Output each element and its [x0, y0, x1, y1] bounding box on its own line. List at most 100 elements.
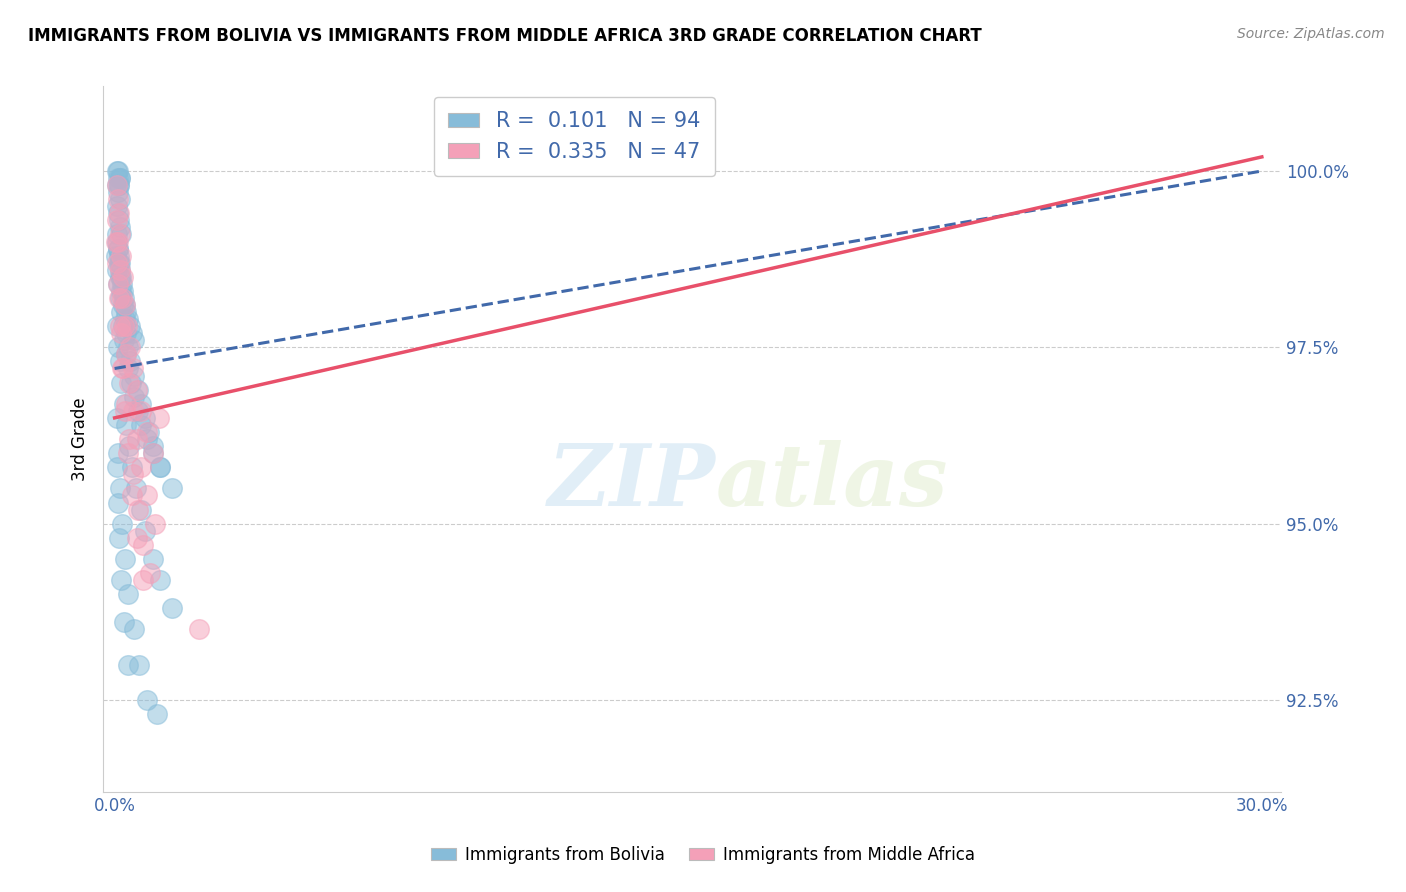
Point: [142, 446, 165, 460]
Point: [149, 460, 172, 475]
Point: [122, 368, 145, 383]
Point: [121, 488, 143, 502]
Point: [128, 657, 150, 672]
Point: [149, 573, 172, 587]
Point: [115, 319, 138, 334]
Point: [118, 432, 141, 446]
Point: [108, 249, 131, 263]
Point: [115, 417, 138, 432]
Point: [111, 298, 134, 312]
Point: [110, 249, 132, 263]
Point: [111, 269, 134, 284]
Point: [136, 425, 159, 439]
Point: [122, 333, 145, 347]
Point: [105, 249, 128, 263]
Point: [117, 587, 139, 601]
Point: [110, 269, 132, 284]
Point: [111, 516, 134, 531]
Point: [122, 467, 145, 482]
Point: [107, 235, 129, 249]
Point: [108, 256, 131, 270]
Point: [114, 298, 136, 312]
Point: [105, 178, 128, 193]
Point: [111, 277, 134, 291]
Point: [108, 227, 131, 242]
Text: IMMIGRANTS FROM BOLIVIA VS IMMIGRANTS FROM MIDDLE AFRICA 3RD GRADE CORRELATION C: IMMIGRANTS FROM BOLIVIA VS IMMIGRANTS FR…: [28, 27, 981, 45]
Point: [131, 417, 153, 432]
Point: [125, 531, 148, 545]
Point: [105, 410, 128, 425]
Point: [107, 277, 129, 291]
Point: [108, 291, 131, 305]
Point: [108, 354, 131, 368]
Point: [117, 340, 139, 354]
Point: [131, 404, 153, 418]
Point: [122, 390, 145, 404]
Point: [122, 623, 145, 637]
Point: [108, 531, 131, 545]
Point: [108, 171, 131, 186]
Point: [107, 206, 129, 220]
Point: [125, 482, 148, 496]
Point: [125, 383, 148, 397]
Point: [115, 347, 138, 361]
Point: [136, 432, 159, 446]
Legend: R =  0.101   N = 94, R =  0.335   N = 47: R = 0.101 N = 94, R = 0.335 N = 47: [433, 96, 716, 177]
Point: [108, 262, 131, 277]
Point: [114, 552, 136, 566]
Point: [111, 319, 134, 334]
Point: [138, 425, 160, 439]
Point: [142, 439, 165, 453]
Point: [121, 460, 143, 475]
Point: [117, 446, 139, 460]
Point: [107, 192, 129, 206]
Point: [111, 361, 134, 376]
Point: [111, 284, 134, 298]
Point: [107, 164, 129, 178]
Point: [187, 623, 209, 637]
Point: [105, 262, 128, 277]
Point: [110, 269, 132, 284]
Point: [110, 171, 132, 186]
Text: ZIP: ZIP: [548, 440, 716, 523]
Text: atlas: atlas: [716, 440, 948, 523]
Point: [105, 235, 128, 249]
Point: [105, 213, 128, 227]
Point: [112, 333, 135, 347]
Point: [110, 305, 132, 319]
Point: [143, 516, 166, 531]
Point: [112, 397, 135, 411]
Point: [148, 410, 170, 425]
Point: [117, 361, 139, 376]
Point: [111, 291, 134, 305]
Point: [118, 319, 141, 334]
Point: [117, 657, 139, 672]
Point: [110, 284, 132, 298]
Point: [108, 206, 131, 220]
Point: [115, 397, 138, 411]
Point: [115, 347, 138, 361]
Point: [132, 573, 155, 587]
Point: [121, 326, 143, 341]
Point: [118, 439, 141, 453]
Point: [115, 326, 138, 341]
Point: [127, 383, 149, 397]
Point: [110, 376, 132, 390]
Point: [108, 256, 131, 270]
Point: [125, 432, 148, 446]
Point: [107, 277, 129, 291]
Point: [122, 361, 145, 376]
Point: [107, 340, 129, 354]
Point: [160, 482, 183, 496]
Point: [107, 185, 129, 199]
Point: [118, 354, 141, 368]
Point: [108, 178, 131, 193]
Point: [115, 305, 138, 319]
Point: [105, 164, 128, 178]
Point: [112, 361, 135, 376]
Point: [108, 291, 131, 305]
Point: [107, 495, 129, 509]
Point: [108, 220, 131, 235]
Point: [112, 291, 135, 305]
Point: [110, 326, 132, 341]
